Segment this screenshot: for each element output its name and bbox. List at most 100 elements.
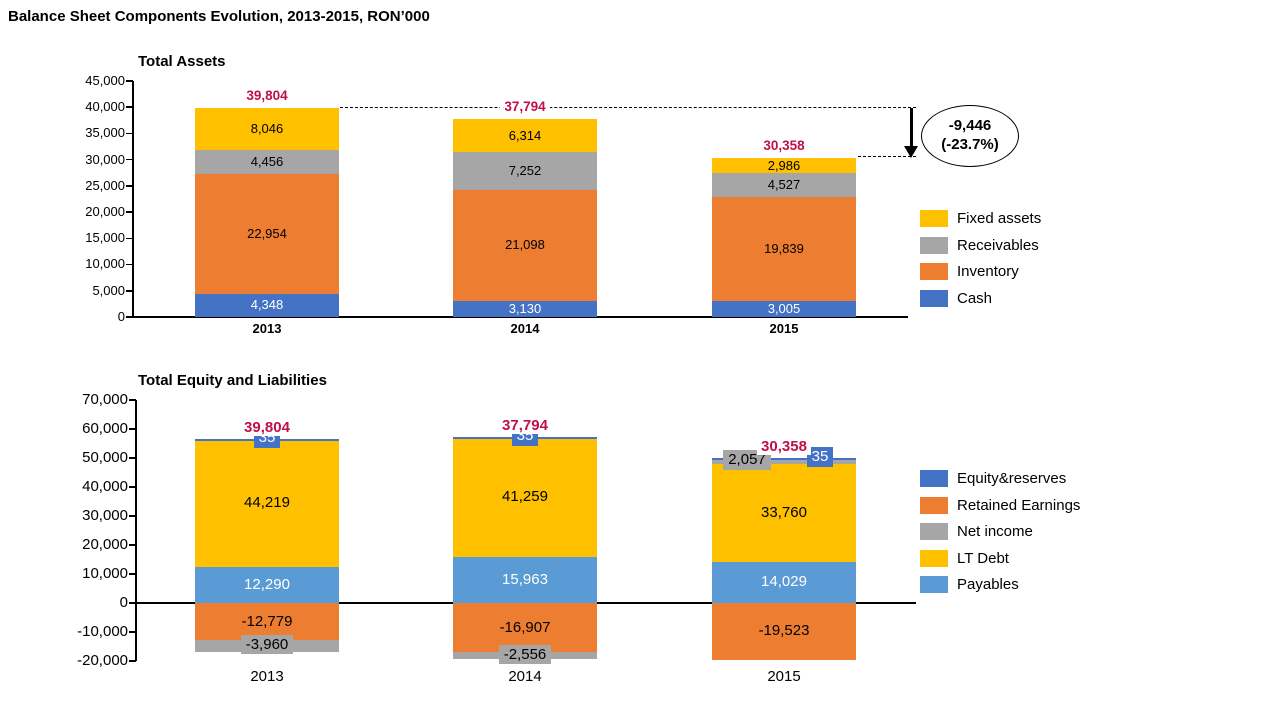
segment-fixed-assets-2015 <box>712 157 856 174</box>
y-tick-mark <box>129 515 136 517</box>
y-tick-mark <box>129 457 136 459</box>
y-tick-label: 20,000 <box>85 204 125 220</box>
segment-label: 35 <box>806 447 834 467</box>
legend-swatch <box>920 470 948 487</box>
y-tick-mark <box>126 237 133 240</box>
segment-receivables-2013 <box>195 150 339 174</box>
y-tick-label: 20,000 <box>82 535 128 553</box>
dashed-reference-line-top <box>340 107 916 108</box>
segment-net-income-2015 <box>712 458 856 465</box>
segment-label-box: 35 <box>748 447 892 467</box>
legend-swatch <box>920 523 948 541</box>
segment-label: 21,098 <box>505 236 545 252</box>
segment-label: -12,779 <box>241 613 293 630</box>
segment-label: -3,960 <box>240 634 294 655</box>
y-tick-label: 25,000 <box>85 177 125 193</box>
y-tick-mark <box>129 602 136 604</box>
legend-item-receivables: Receivables <box>920 236 1039 254</box>
legend-swatch <box>920 576 948 594</box>
legend-label: Payables <box>957 576 1019 594</box>
decrease-callout-value: -9,446 <box>948 117 992 135</box>
y-tick-mark <box>126 185 133 187</box>
y-axis-line <box>132 81 134 317</box>
legend-item-inventory: Inventory <box>920 263 1019 281</box>
x-category-label-2013: 2013 <box>250 668 284 685</box>
legend-item-cash: Cash <box>920 289 993 307</box>
segment-label-box: -3,960 <box>195 634 339 655</box>
segment-equity-reserves-2015 <box>712 458 856 461</box>
segment-label: 33,760 <box>761 504 807 522</box>
total-label-text: 30,358 <box>757 438 811 456</box>
y-tick-label: 35,000 <box>85 125 125 141</box>
y-tick-mark <box>126 290 133 292</box>
y-tick-label: 10,000 <box>85 256 125 272</box>
legend-item-net-income: Net income <box>920 523 1033 541</box>
y-tick-label: 50,000 <box>82 448 128 466</box>
legend-swatch <box>920 263 948 281</box>
segment-fixed-assets-2014 <box>453 118 597 152</box>
segment-retained-earnings-2015 <box>712 603 856 660</box>
x-axis-line <box>133 316 908 318</box>
total-label-2014: 37,794 <box>453 416 597 434</box>
legend-label: Fixed assets <box>957 210 1042 227</box>
decrease-callout: -9,446 (-23.7%) <box>921 105 1019 167</box>
y-tick-mark <box>126 211 133 213</box>
legend-item-fixed-assets: Fixed assets <box>920 210 1041 227</box>
total-label-2013: 39,804 <box>195 419 339 437</box>
segment-label: -16,907 <box>499 619 551 636</box>
legend-label: Receivables <box>957 236 1039 254</box>
total-label-2014: 37,794 <box>453 98 597 114</box>
segment-label: 3,005 <box>767 301 801 317</box>
total-label-text: 37,794 <box>500 98 550 114</box>
y-tick-mark <box>126 158 133 161</box>
decrease-callout-percent: (-23.7%) <box>941 136 999 153</box>
y-tick-mark <box>129 660 136 662</box>
y-axis-line <box>135 400 137 661</box>
legend-label: Retained Earnings <box>957 496 1081 514</box>
segment-retained-earnings-2014 <box>453 603 597 653</box>
y-tick-label: 40,000 <box>85 99 125 115</box>
segment-label: 3,130 <box>508 300 542 316</box>
x-category-label-2014: 2014 <box>510 321 540 336</box>
chart-title-total-assets: Total Assets <box>138 53 226 70</box>
segment-label-box: -2,556 <box>453 644 597 665</box>
legend-label: Cash <box>957 289 993 307</box>
y-tick-label: 30,000 <box>85 151 125 167</box>
legend-swatch <box>920 549 948 567</box>
y-tick-mark <box>129 544 136 546</box>
segment-label: 8,046 <box>250 121 284 137</box>
y-tick-mark <box>126 80 133 82</box>
segment-label: -19,523 <box>758 622 810 639</box>
segment-label: 4,348 <box>250 297 284 313</box>
y-tick-label: 60,000 <box>82 419 128 437</box>
segment-label: 41,259 <box>502 488 548 506</box>
segment-label: 7,252 <box>508 162 542 178</box>
segment-inventory-2015 <box>712 197 856 302</box>
segment-receivables-2015 <box>712 173 856 198</box>
y-tick-label: -10,000 <box>77 622 128 640</box>
segment-retained-earnings-2013 <box>195 603 339 641</box>
y-tick-label: 10,000 <box>82 564 128 582</box>
total-label-2013: 39,804 <box>195 88 339 104</box>
y-tick-mark <box>129 631 136 633</box>
x-axis-line <box>136 602 916 604</box>
y-tick-label: -20,000 <box>77 651 128 669</box>
y-tick-label: 0 <box>119 593 128 611</box>
legend-swatch <box>920 236 948 254</box>
legend-label: Equity&reserves <box>957 470 1067 487</box>
segment-lt-debt-2015 <box>712 464 856 563</box>
x-category-label-2013: 2013 <box>252 321 282 336</box>
y-tick-label: 15,000 <box>85 230 125 246</box>
segment-inventory-2013 <box>195 173 339 295</box>
y-tick-mark <box>129 573 136 575</box>
segment-label: 4,527 <box>767 177 801 193</box>
segment-label: 2,057 <box>723 450 771 470</box>
segment-receivables-2014 <box>453 151 597 190</box>
y-tick-label: 45,000 <box>85 72 125 88</box>
y-tick-mark <box>129 428 136 430</box>
legend-label: LT Debt <box>957 549 1009 567</box>
total-label-2015: 30,358 <box>712 438 856 456</box>
segment-payables-2014 <box>453 556 597 603</box>
page-title: Balance Sheet Components Evolution, 2013… <box>8 8 430 25</box>
